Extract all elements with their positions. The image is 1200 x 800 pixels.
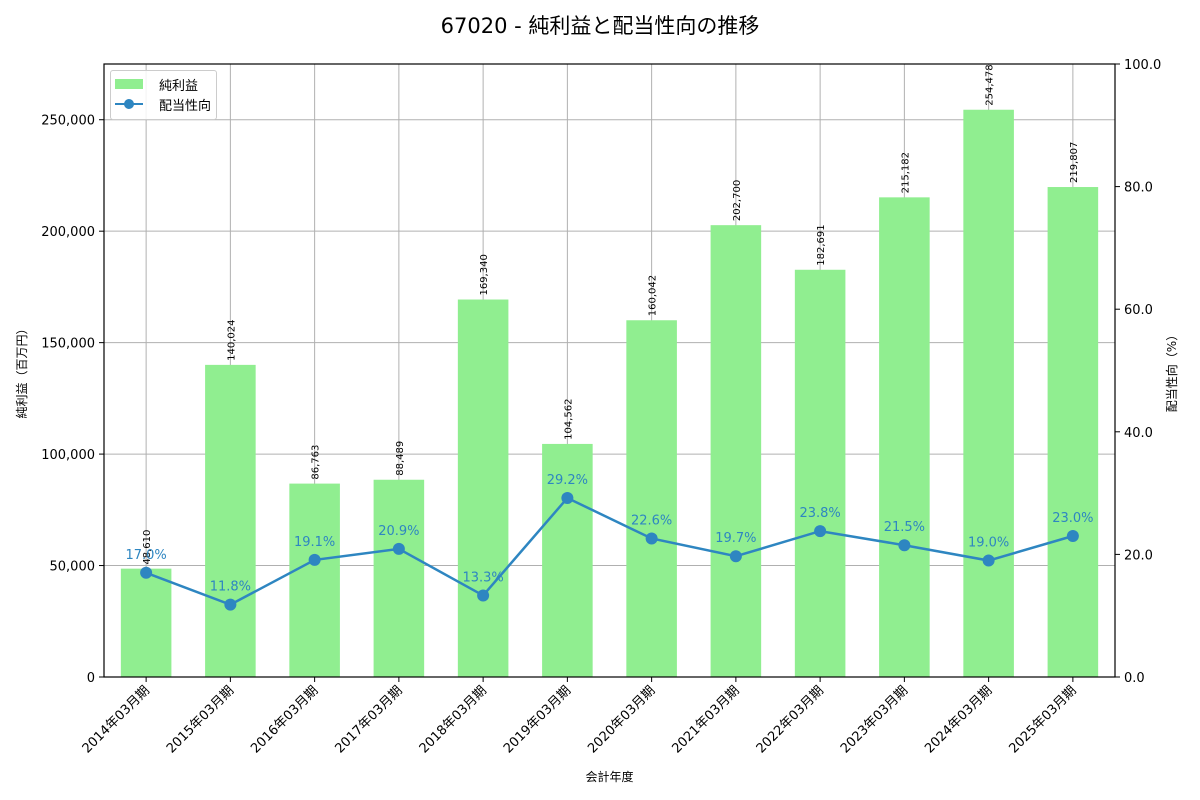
y2-tick-label: 20.0: [1124, 548, 1153, 563]
bar-net-income: [626, 320, 677, 677]
bar-net-income: [710, 225, 762, 677]
y-tick-label: 250,000: [41, 114, 95, 129]
bar-value-label: 219,807: [1069, 142, 1080, 183]
payout-ratio-label: 22.6%: [631, 513, 672, 528]
y-tick-label: 150,000: [41, 337, 95, 352]
y-tick-label: 50,000: [50, 560, 96, 575]
payout-ratio-marker: [898, 539, 911, 552]
x-tick-label: 2022年03月期: [754, 683, 827, 756]
payout-ratio-label: 23.8%: [799, 506, 840, 521]
plot-frame: [103, 63, 1116, 678]
y-tick-label: 100,000: [41, 448, 95, 463]
bar-value-label: 182,691: [816, 224, 827, 265]
payout-ratio-marker: [140, 566, 153, 579]
bar-value-label: 104,562: [563, 399, 574, 440]
bar-net-income: [963, 109, 1014, 677]
legend: 純利益 配当性向: [110, 70, 217, 120]
x-tick-label: 2016年03月期: [248, 683, 321, 756]
payout-ratio-label: 29.2%: [547, 473, 588, 488]
payout-ratio-marker: [477, 589, 490, 602]
bar-value-label: 202,700: [732, 180, 743, 221]
legend-item-payout-ratio: 配当性向: [115, 94, 211, 114]
payout-ratio-marker: [814, 525, 827, 538]
bar-value-label: 254,478: [985, 64, 996, 105]
bar-value-label: 88,489: [395, 441, 406, 476]
bar-net-income: [542, 443, 593, 677]
payout-ratio-marker: [1066, 530, 1079, 543]
x-tick-label: 2023年03月期: [838, 683, 911, 756]
x-tick-label: 2015年03月期: [164, 683, 237, 756]
y2-tick-label: 60.0: [1124, 303, 1153, 318]
bar-net-income: [289, 483, 340, 677]
bar-net-income: [120, 568, 172, 677]
line-marker-icon: [115, 94, 143, 114]
y2-tick-label: 0.0: [1124, 671, 1145, 686]
payout-ratio-marker: [561, 492, 574, 505]
bar-value-label: 215,182: [900, 152, 911, 193]
x-axis-label: 会計年度: [585, 769, 633, 784]
x-tick-label: 2018年03月期: [417, 683, 490, 756]
payout-ratio-label: 19.1%: [294, 535, 335, 550]
x-tick-label: 2020年03月期: [585, 683, 658, 756]
y2-tick-label: 80.0: [1124, 181, 1153, 196]
bar-net-income: [205, 364, 256, 677]
x-tick-label: 2017年03月期: [332, 683, 405, 756]
payout-ratio-label: 21.5%: [884, 520, 925, 535]
x-tick-label: 2014年03月期: [80, 683, 153, 756]
y-axis-label: 純利益（百万円）: [15, 322, 29, 418]
legend-label: 配当性向: [159, 98, 212, 114]
bar-swatch-icon: [115, 79, 143, 89]
payout-ratio-label: 17.0%: [125, 548, 166, 563]
legend-label: 純利益: [159, 78, 199, 94]
y-tick-label: 200,000: [41, 225, 95, 240]
bar-value-label: 169,340: [479, 254, 490, 295]
payout-ratio-label: 19.0%: [968, 536, 1009, 551]
bar-value-label: 86,763: [311, 445, 322, 480]
payout-ratio-marker: [645, 532, 658, 545]
bar-value-label: 48,610: [142, 530, 153, 565]
payout-ratio-marker: [729, 550, 742, 563]
payout-ratio-marker: [392, 542, 405, 555]
x-tick-label: 2021年03月期: [669, 683, 742, 756]
y2-tick-label: 100.0: [1124, 58, 1161, 73]
payout-ratio-label: 13.3%: [462, 570, 503, 585]
payout-ratio-label: 23.0%: [1052, 511, 1093, 526]
bar-net-income: [1047, 187, 1099, 677]
bar-net-income: [373, 479, 425, 677]
bar-net-income: [457, 299, 509, 677]
bar-value-label: 140,024: [226, 320, 237, 361]
legend-item-net-income: 純利益: [115, 74, 198, 94]
payout-ratio-label: 11.8%: [210, 580, 251, 595]
payout-ratio-label: 20.9%: [378, 524, 419, 539]
bar-net-income: [879, 197, 930, 677]
payout-ratio-label: 19.7%: [715, 531, 756, 546]
y2-axis-label: 配当性向（%）: [1164, 329, 1179, 412]
chart-title: 67020 - 純利益と配当性向の推移: [440, 14, 760, 38]
bar-net-income: [794, 269, 846, 677]
y-tick-label: 0: [87, 671, 95, 686]
y2-tick-label: 40.0: [1124, 426, 1153, 441]
bar-value-label: 160,042: [648, 275, 659, 316]
payout-ratio-marker: [982, 554, 995, 567]
x-tick-label: 2019年03月期: [501, 683, 574, 756]
x-tick-label: 2025年03月期: [1006, 683, 1079, 756]
x-tick-label: 2024年03月期: [922, 683, 995, 756]
payout-ratio-line: [145, 496, 1074, 607]
payout-ratio-marker: [308, 553, 321, 566]
payout-ratio-marker: [224, 598, 237, 611]
